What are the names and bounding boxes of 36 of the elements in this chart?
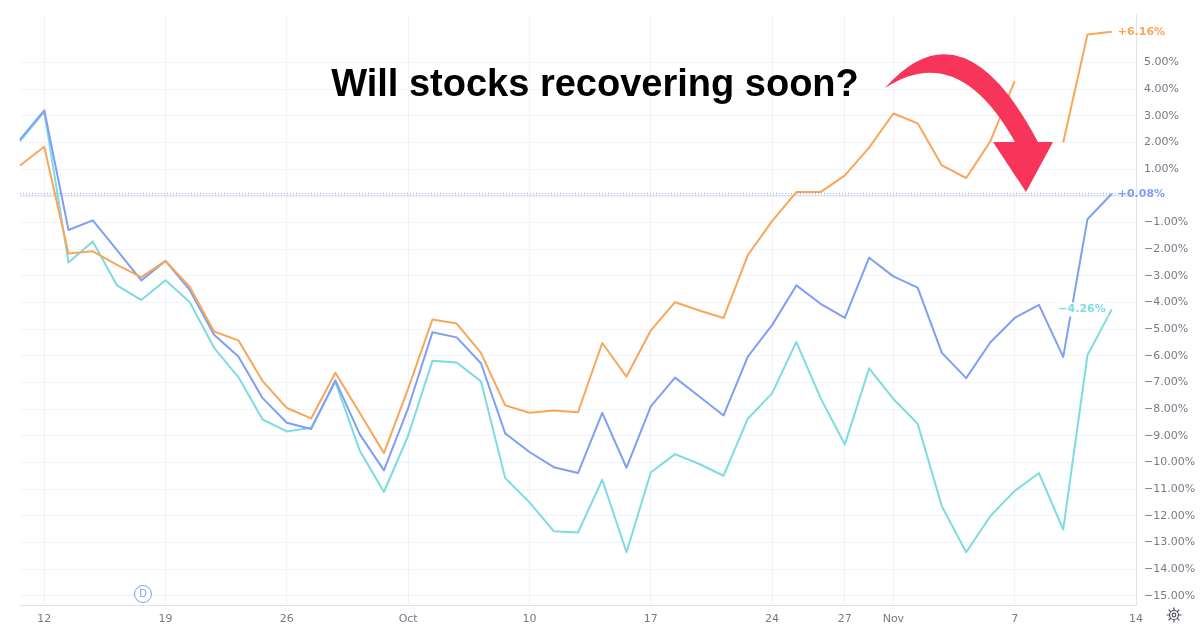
x-tick-label: 12 [37, 612, 52, 626]
y-tick-label: −1.00% [1144, 215, 1189, 229]
y-tick-label: −2.00% [1144, 242, 1189, 256]
x-tick-label: 7 [1011, 612, 1019, 626]
x-tick-label: 24 [765, 612, 780, 626]
y-tick-label: −15.00% [1144, 588, 1196, 602]
y-tick-label: −12.00% [1144, 508, 1196, 522]
y-tick-label: −3.00% [1144, 268, 1189, 282]
y-tick-label: 1.00% [1144, 162, 1179, 176]
y-tick-label: −8.00% [1144, 401, 1189, 415]
x-tick-label: 10 [522, 612, 537, 626]
text: Will stocks recovering soon? [330, 62, 860, 105]
y-tick-label: −4.00% [1144, 295, 1189, 309]
x-tick-label: 14 [1129, 612, 1143, 626]
x-tick-label: 19 [158, 612, 173, 626]
y-tick-label: −14.00% [1144, 561, 1196, 575]
x-tick-label: Nov [882, 612, 905, 626]
y-tick-label: −13.00% [1144, 535, 1196, 549]
y-tick-label: −6.00% [1144, 348, 1189, 362]
data-label: −4.26% [1058, 302, 1106, 316]
x-tick-label: 26 [279, 612, 294, 626]
x-tick-label: 27 [837, 612, 852, 626]
y-tick-label: 3.00% [1144, 108, 1179, 122]
y-tick-label: −11.00% [1144, 481, 1196, 495]
y-tick-label: −9.00% [1144, 428, 1189, 442]
x-tick-label: Oct [398, 612, 419, 626]
data-label: +0.08% [1117, 186, 1166, 200]
y-tick-label: −5.00% [1144, 321, 1189, 335]
x-tick-label: 17 [643, 612, 658, 626]
annotation: D [134, 585, 152, 603]
y-tick-label: −10.00% [1144, 455, 1196, 469]
y-tick-label: 2.00% [1144, 135, 1179, 149]
data-label: +6.16% [1117, 24, 1166, 38]
y-tick-label: 5.00% [1144, 55, 1179, 69]
y-tick-label: 4.00% [1144, 82, 1179, 96]
y-tick-label: −7.00% [1144, 375, 1189, 389]
